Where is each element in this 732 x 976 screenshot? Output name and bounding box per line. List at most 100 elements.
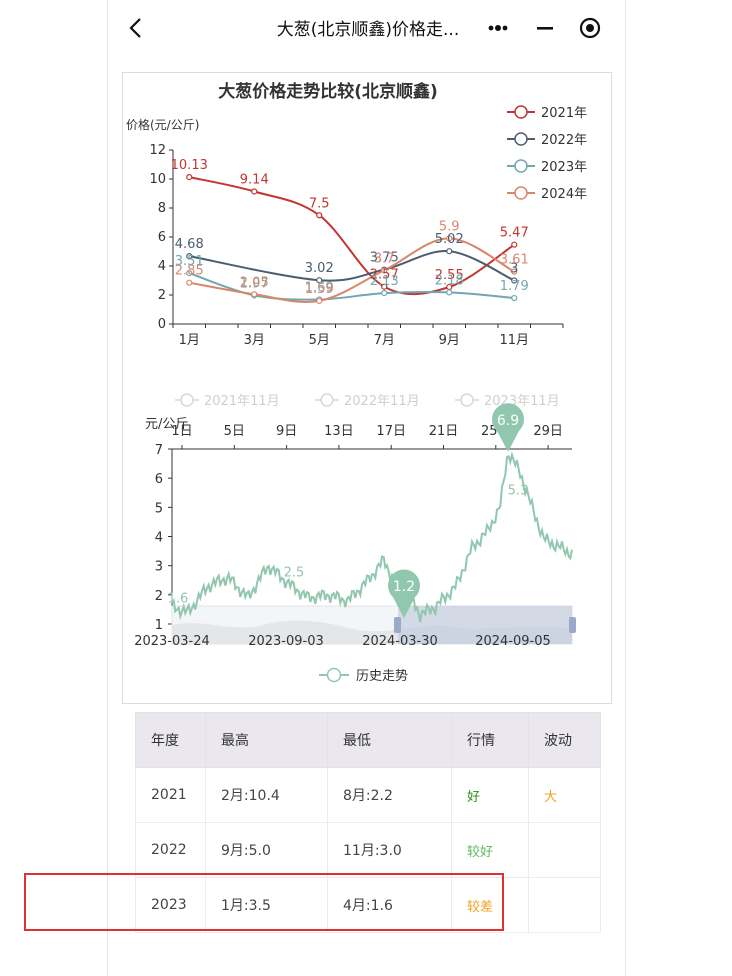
cell-low: 8月:2.2 xyxy=(327,767,452,823)
chart1-y-tick-label: 12 xyxy=(149,143,166,158)
chart1-y-tick-label: 0 xyxy=(158,317,166,332)
summary-table: 年度 最高 最低 行情 波动 2021 2月:10.4 8月:2.2 好 大 2… xyxy=(135,712,601,933)
chart1-series-line xyxy=(189,237,515,304)
chart1-data-label: 2.55 xyxy=(435,268,464,283)
cell-high: 1月:3.5 xyxy=(205,877,328,933)
chart1-data-label: 3 xyxy=(510,262,518,277)
date-tick-label: 2023-03-24 xyxy=(134,634,210,649)
chart1-point xyxy=(186,253,193,260)
chart2-top-tick-label: 5日 xyxy=(224,424,245,439)
chart1-data-label: 2.57 xyxy=(370,268,399,283)
chart1-x-tick-label: 11月 xyxy=(499,333,529,348)
chart1-point xyxy=(186,279,193,286)
legend-label: 2022年 xyxy=(541,133,587,148)
history-value-label: 5.3 xyxy=(508,484,529,499)
chart1-point xyxy=(316,297,323,305)
chart1-data-label: 5.02 xyxy=(435,232,464,247)
chart2-month-legend[interactable]: 2021年11月 2022年11月 2023年11月 xyxy=(175,393,560,409)
table-row: 2022 9月:5.0 11月:3.0 较好 xyxy=(135,822,601,878)
chart1-point xyxy=(511,241,518,248)
month-legend-label: 2021年11月 xyxy=(204,394,280,409)
chart1-title: 大葱价格走势比较(北京顺鑫) xyxy=(218,81,438,102)
chart2-series-legend[interactable]: 历史走势 xyxy=(319,667,408,684)
chart2-y-tick-label: 1 xyxy=(155,618,163,633)
month-legend-marker xyxy=(180,393,194,407)
highlight-box-2023 xyxy=(24,873,504,931)
chart2-top-tick-label: 21日 xyxy=(429,424,459,439)
chart1-point xyxy=(446,289,453,296)
chart1-legend[interactable]: 2021年 2022年 2023年 2024年 xyxy=(507,105,587,202)
cell-year: 2021 xyxy=(135,767,206,823)
marker-label: 6.9 xyxy=(497,413,519,429)
chart1-y-tick-label: 4 xyxy=(158,259,166,274)
legend-label: 2021年 xyxy=(541,106,587,121)
datazoom-selection[interactable] xyxy=(398,606,572,644)
more-icon[interactable] xyxy=(486,16,510,40)
chart1-data-label: 5.9 xyxy=(439,219,460,234)
chart1-point xyxy=(186,270,193,277)
cell-high: 9月:5.0 xyxy=(205,822,328,878)
cell-trend: 好 xyxy=(451,767,529,823)
chart2-y-axis-label: 元/公斤 xyxy=(145,417,188,432)
chart2-y-tick-label: 3 xyxy=(155,560,163,575)
header-year: 年度 xyxy=(135,712,206,768)
chart1-point xyxy=(446,235,453,242)
chart2-y-tick-label: 5 xyxy=(155,501,163,516)
chart2-markers: 6.9 1.2 xyxy=(388,403,524,619)
datazoom-right-handle[interactable] xyxy=(569,617,576,633)
history-value-label: 2.5 xyxy=(284,565,305,580)
chart1-data-label: 1.97 xyxy=(240,276,269,291)
marker-pin xyxy=(388,569,421,619)
header-volatility: 波动 xyxy=(528,712,601,768)
chart1-point xyxy=(316,212,323,219)
history-legend-marker xyxy=(326,667,342,683)
header-high: 最高 xyxy=(205,712,328,768)
chart1-data-label: 3.75 xyxy=(370,251,399,266)
legend-marker xyxy=(514,132,528,146)
table-row: 2023 1月:3.5 4月:1.6 较差 xyxy=(135,877,601,933)
chart2-top-tick-label: 1日 xyxy=(171,424,192,439)
cell-low: 11月:3.0 xyxy=(327,822,452,878)
chart1-data-label: 3.7 xyxy=(374,251,395,266)
chart1-data-label: 1.79 xyxy=(500,279,529,294)
chart2-y-tick-label: 4 xyxy=(155,531,163,546)
chart2-y-tick-label: 6 xyxy=(155,472,163,487)
minimize-icon[interactable] xyxy=(533,16,557,40)
chart1-data-label: 7.5 xyxy=(309,196,330,211)
datazoom-left-handle[interactable] xyxy=(394,617,401,633)
chart1-data-label: 1.59 xyxy=(305,282,334,297)
page-title: 大葱(北京顺鑫)价格走... xyxy=(276,20,460,40)
chart1-point xyxy=(511,294,518,302)
chart1-data-label: 1.69 xyxy=(305,280,334,295)
chart1-y-tick-label: 10 xyxy=(149,172,166,187)
cell-year: 2023 xyxy=(135,877,206,933)
chart2-y-tick-label: 7 xyxy=(155,443,163,458)
chart1-x-tick-label: 7月 xyxy=(374,333,395,348)
marker-label: 1.2 xyxy=(393,579,415,595)
chart1-point xyxy=(186,174,193,181)
chart1-axes: 0 2 4 6 8 10 12 1月 3月 5月 7月 9月 11月 xyxy=(149,143,564,348)
chart1-y-tick-label: 2 xyxy=(158,288,166,303)
close-icon[interactable] xyxy=(578,16,602,40)
chart1-data-label: 4.68 xyxy=(175,237,204,252)
cell-low: 4月:1.6 xyxy=(327,877,452,933)
cell-volatility: 大 xyxy=(528,767,601,823)
chart1-point xyxy=(381,290,388,297)
chart1-data-label: 3.02 xyxy=(305,261,334,276)
cell-volatility xyxy=(528,877,601,933)
back-arrow-icon[interactable] xyxy=(122,14,150,42)
chart1-data-label: 3.61 xyxy=(500,253,529,268)
chart1-data-label: 5.47 xyxy=(500,226,529,241)
chart1-point xyxy=(511,277,518,284)
chart1-x-tick-label: 3月 xyxy=(244,333,265,348)
chart1-point xyxy=(251,291,258,298)
chart1-point xyxy=(251,188,258,195)
date-tick-label: 2024-03-30 xyxy=(362,634,438,649)
chart2-top-tick-label: 29日 xyxy=(533,424,563,439)
cell-year: 2022 xyxy=(135,822,206,878)
chart1-series-line xyxy=(188,272,515,301)
cell-volatility xyxy=(528,822,601,878)
chart1-data-labels: 10.13 9.14 7.5 2.57 2.55 5.47 4.68 3.02 3.75 5.02… xyxy=(171,158,529,297)
chart1-point xyxy=(381,283,388,290)
chart2-y-tick-label: 2 xyxy=(155,589,163,604)
